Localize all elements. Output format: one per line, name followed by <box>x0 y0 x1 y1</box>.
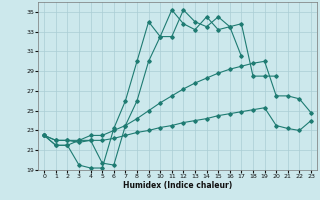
X-axis label: Humidex (Indice chaleur): Humidex (Indice chaleur) <box>123 181 232 190</box>
